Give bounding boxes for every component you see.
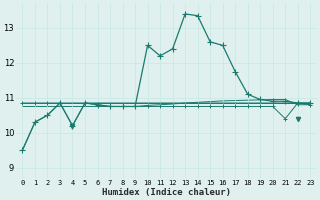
- X-axis label: Humidex (Indice chaleur): Humidex (Indice chaleur): [102, 188, 231, 197]
